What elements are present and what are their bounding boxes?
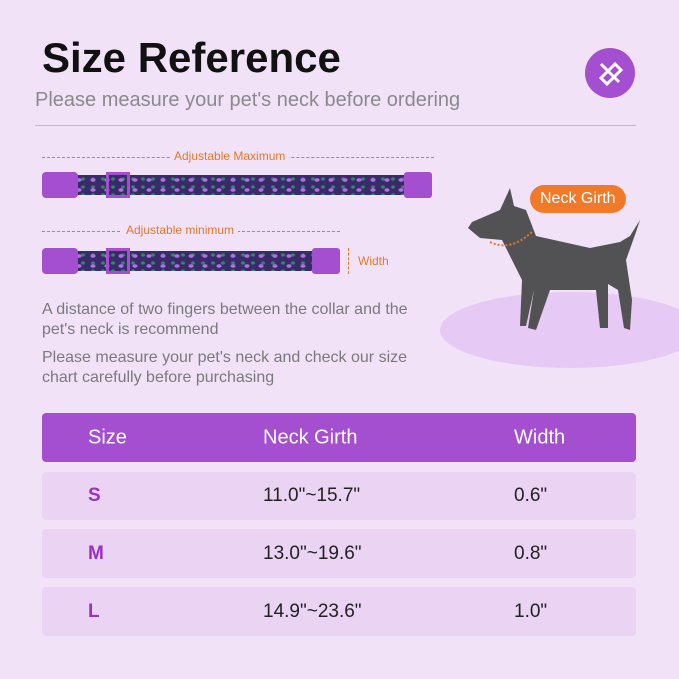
- size-cell: S: [88, 485, 101, 506]
- table-row: S 11.0"~15.7" 0.6": [42, 472, 636, 520]
- page-title: Size Reference: [42, 34, 341, 81]
- adjustable-maximum-dimension: Adjustable Maximum: [42, 149, 434, 165]
- divider: [35, 125, 636, 126]
- adjustable-minimum-dimension: Adjustable minimum: [42, 223, 340, 239]
- note-measure: Please measure your pet's neck and check…: [42, 349, 408, 386]
- header-width: Width: [514, 426, 566, 448]
- header-size: Size: [88, 426, 127, 448]
- neck-girth-cell: 13.0"~19.6": [263, 542, 362, 564]
- table-row: M 13.0"~19.6" 0.8": [42, 529, 636, 578]
- size-cell: L: [88, 600, 100, 622]
- table-header: Size Neck Girth Width: [42, 413, 636, 462]
- width-cell: 1.0": [514, 600, 548, 622]
- width-cell: 0.6": [514, 485, 548, 506]
- dog-illustration: [440, 180, 679, 380]
- neck-girth-cell: 14.9"~23.6": [263, 600, 362, 622]
- size-cell: M: [88, 542, 104, 564]
- note-two-fingers: A distance of two fingers between the co…: [42, 301, 408, 338]
- header-neck-girth: Neck Girth: [263, 426, 358, 448]
- subtitle: Please measure your pet's neck before or…: [35, 89, 461, 111]
- width-cell: 0.8": [514, 542, 548, 564]
- neck-girth-cell: 11.0"~15.7": [263, 485, 361, 506]
- table-row: L 14.9"~23.6" 1.0": [42, 587, 636, 636]
- neck-girth-callout: Neck Girth: [530, 185, 626, 213]
- collar-maximum: [42, 172, 432, 198]
- collar-minimum: [42, 248, 340, 274]
- ruler-pencil-icon: [585, 48, 635, 98]
